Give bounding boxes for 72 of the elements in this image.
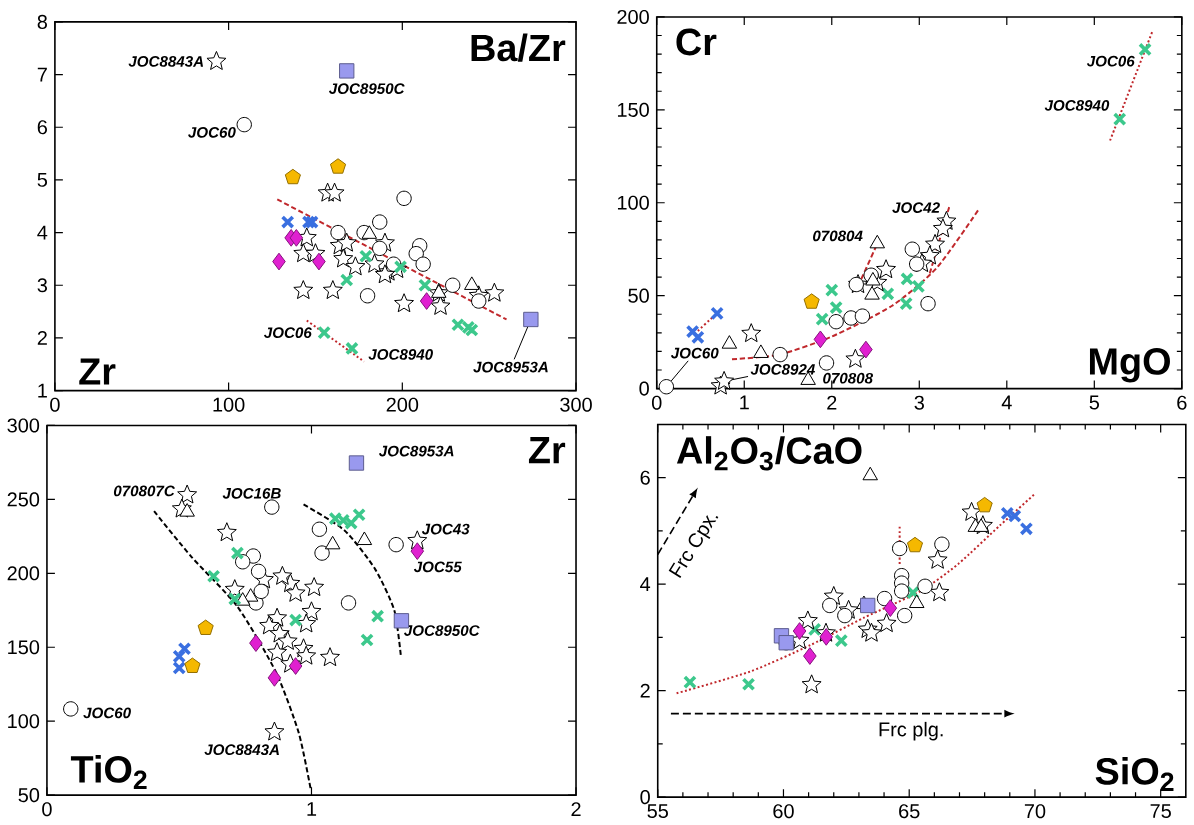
annotation: JOC42 xyxy=(892,202,940,214)
y-axis-title: Cr xyxy=(676,28,717,56)
x-tick-label: 5 xyxy=(1089,395,1100,410)
y-tick-label: 0 xyxy=(639,381,649,396)
annotation: JOC8843A xyxy=(128,56,203,67)
x-tick-label: 200 xyxy=(386,397,419,412)
annotation: JOC43 xyxy=(421,523,470,535)
y-axis-title: Ba/Zr xyxy=(471,33,566,62)
y-tick-label: 6 xyxy=(640,470,650,485)
x-tick-label: 3 xyxy=(914,395,924,410)
x-tick-label: 2 xyxy=(827,395,837,410)
annotation: JOC8924 xyxy=(750,364,815,375)
y-tick-label: 200 xyxy=(7,566,40,581)
x-tick-label: 100 xyxy=(213,397,245,412)
y-tick-label: 100 xyxy=(8,714,40,729)
y-tick-label: 250 xyxy=(7,492,40,507)
y-tick-label: 8 xyxy=(37,14,47,30)
x-tick-label: 300 xyxy=(560,397,592,412)
x-tick-label: 65 xyxy=(899,804,920,819)
y-tick-label: 4 xyxy=(640,577,651,592)
y-tick-label: 150 xyxy=(617,102,649,117)
y-tick-label: 5 xyxy=(37,173,48,187)
y-tick-label: 200 xyxy=(617,9,649,25)
y-tick-label: 4 xyxy=(37,225,48,240)
annotation: 070808 xyxy=(823,372,873,384)
annotation: JOC06 xyxy=(263,327,312,339)
y-axis-title: Al$_{2}$O$_{3}$/CaO xyxy=(676,436,862,471)
y-tick-label: 300 xyxy=(7,418,40,433)
x-tick-label: 2 xyxy=(571,802,581,817)
annotation: JOC8953A xyxy=(473,361,548,373)
x-tick-label: 0 xyxy=(651,395,662,410)
x-axis-title: MgO xyxy=(1089,348,1170,383)
annotation: JOC8940 xyxy=(368,349,433,360)
x-tick-label: 0 xyxy=(50,397,60,412)
annotation: JOC60 xyxy=(83,707,131,719)
x-tick-label: 6 xyxy=(1177,395,1187,410)
y-tick-label: 1 xyxy=(38,383,47,398)
annotation: JOC16B xyxy=(222,488,281,499)
annotation: JOC60 xyxy=(670,347,719,359)
y-tick-label: 2 xyxy=(37,331,47,345)
y-tick-label: 3 xyxy=(37,278,47,293)
x-tick-label: 4 xyxy=(1001,395,1012,410)
annotation: 070804 xyxy=(813,230,863,242)
annotation: JOC8843A xyxy=(204,744,279,756)
annotation: JOC55 xyxy=(413,561,462,573)
x-tick-label: 60 xyxy=(773,804,794,819)
x-tick-label: 70 xyxy=(1024,804,1046,819)
y-axis-title: Zr xyxy=(528,437,566,464)
x-tick-label: 1 xyxy=(740,395,749,410)
annotation: JOC06 xyxy=(1086,55,1135,67)
annotation: Frc Cpx. xyxy=(668,515,719,579)
x-axis-title: SiO$_{2}$ xyxy=(1095,756,1174,792)
annotation: JOC8950C xyxy=(328,83,405,95)
x-axis-title: TiO$_{2}$ xyxy=(70,754,147,790)
y-tick-label: 7 xyxy=(37,67,47,82)
annotation: 070807C xyxy=(113,485,175,497)
annotation: JOC8953A xyxy=(378,445,454,457)
x-tick-label: 55 xyxy=(647,804,668,819)
annotation: Frc plg. xyxy=(879,721,943,741)
x-tick-label: 1 xyxy=(307,802,317,816)
y-tick-label: 100 xyxy=(617,195,649,210)
annotation: JOC60 xyxy=(188,127,236,138)
y-tick-label: 6 xyxy=(37,120,47,135)
annotation: JOC8940 xyxy=(1044,100,1110,111)
y-tick-label: 50 xyxy=(18,788,40,803)
y-tick-label: 2 xyxy=(640,683,650,698)
annotation: JOC8950C xyxy=(404,625,480,636)
y-tick-label: 50 xyxy=(628,288,649,303)
x-tick-label: 75 xyxy=(1150,804,1171,819)
y-tick-label: 0 xyxy=(640,790,650,805)
x-axis-title: Zr xyxy=(79,358,116,385)
y-tick-label: 150 xyxy=(8,640,40,655)
